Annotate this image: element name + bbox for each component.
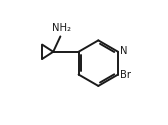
Text: Br: Br	[120, 70, 131, 80]
Text: N: N	[120, 46, 128, 56]
Text: NH₂: NH₂	[52, 23, 71, 33]
